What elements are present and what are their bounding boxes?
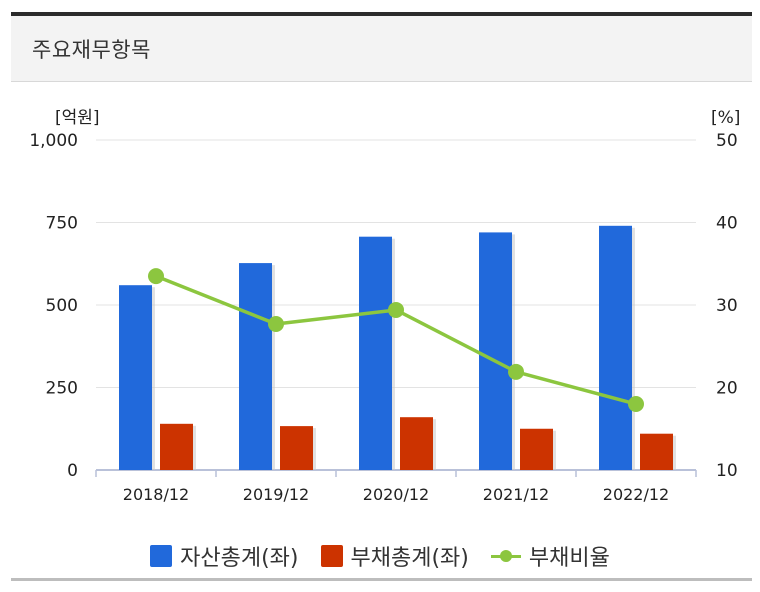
legend-swatch-liabilities — [320, 545, 343, 567]
x-tick-label: 2021/12 — [483, 485, 549, 504]
x-tick-label: 2022/12 — [603, 485, 669, 504]
y-left-tick-label: 1,000 — [29, 131, 78, 151]
bar-assets — [359, 236, 392, 470]
panel-title: 주요재무항목 — [32, 38, 151, 62]
bar-liabilities — [160, 423, 193, 470]
legend-swatch-ratio — [490, 545, 521, 567]
ratio-line — [155, 274, 637, 406]
grid-lines — [96, 139, 696, 388]
y-left-tick-label: 250 — [46, 379, 78, 399]
y-right-tick-label: 50 — [716, 131, 738, 151]
y-right-tick-label: 40 — [716, 214, 738, 234]
panel-header: 주요재무항목 — [11, 16, 752, 82]
axes: [억원] [%] — [55, 108, 740, 477]
bar-assets — [119, 285, 152, 470]
legend-label-assets: 자산총계(좌) — [180, 546, 299, 571]
ratio-point — [268, 315, 284, 332]
y-right-tick-label: 10 — [716, 461, 738, 481]
legend-label-liabilities: 부채총계(좌) — [350, 546, 469, 571]
legend-item-liabilities[interactable]: 부채총계(좌) — [320, 540, 469, 572]
bar-series — [119, 225, 676, 470]
bar-assets — [479, 232, 512, 470]
panel-bottom-border — [11, 578, 752, 581]
ratio-point — [388, 301, 404, 318]
y-left-tick-label: 0 — [67, 461, 78, 481]
legend-swatch-assets — [150, 545, 173, 567]
financial-chart: [억원] [%] 0 250 500 750 1,000 10 20 30 40 50 2018/1… — [29, 108, 740, 504]
y-left-tick-label: 500 — [46, 296, 78, 316]
x-tick-label: 2020/12 — [363, 485, 429, 504]
legend-item-ratio[interactable]: 부채비율 — [490, 540, 610, 572]
y-right-unit-label: [%] — [711, 108, 740, 128]
legend-label-ratio: 부채비율 — [528, 546, 610, 571]
panel-top-border — [11, 12, 752, 16]
bar-liabilities — [280, 426, 313, 470]
bar-assets — [239, 263, 272, 470]
y-left-unit-label: [억원] — [55, 108, 100, 128]
axis-labels: 0 250 500 750 1,000 10 20 30 40 50 2018/12 2019/12 2… — [29, 131, 737, 504]
chart-legend: 자산총계(좌) 부채총계(좌) 부채비율 — [0, 540, 760, 572]
y-right-tick-label: 30 — [716, 296, 738, 316]
ratio-point — [148, 268, 164, 285]
x-tick-label: 2018/12 — [123, 485, 189, 504]
y-left-tick-label: 750 — [46, 214, 78, 234]
bar-liabilities — [400, 417, 433, 470]
bar-liabilities — [640, 433, 673, 470]
ratio-point — [508, 363, 524, 380]
legend-item-assets[interactable]: 자산총계(좌) — [150, 540, 299, 572]
bar-assets — [599, 225, 632, 470]
ratio-point — [628, 396, 644, 412]
x-tick-label: 2019/12 — [243, 485, 309, 504]
y-right-tick-label: 20 — [716, 379, 738, 399]
line-series — [148, 268, 644, 412]
bar-liabilities — [520, 428, 553, 470]
